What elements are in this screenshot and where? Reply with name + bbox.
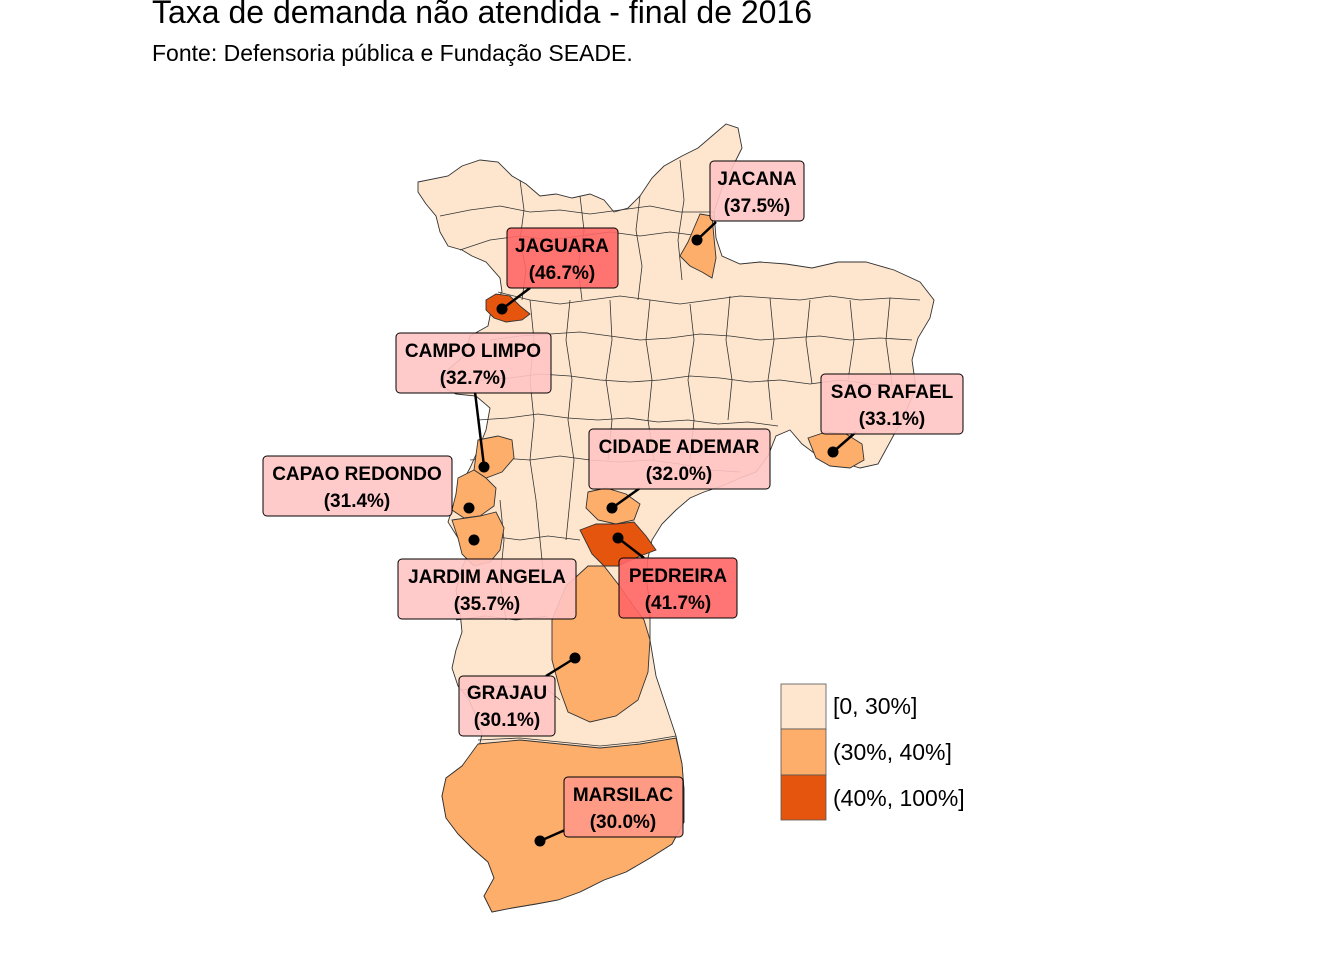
label-value: (31.4%) xyxy=(324,491,391,512)
legend-swatch-mid xyxy=(780,728,827,776)
label-jardim-angela: JARDIM ANGELA (35.7%) xyxy=(397,558,577,620)
label-value: (32.7%) xyxy=(440,368,507,389)
label-name: JARDIM ANGELA xyxy=(408,567,566,588)
label-name: CIDADE ADEMAR xyxy=(599,437,760,458)
district-capao-redondo-area xyxy=(451,469,497,519)
label-name: CAMPO LIMPO xyxy=(405,341,541,362)
label-sao-rafael: SAO RAFAEL (33.1%) xyxy=(820,373,964,435)
label-name: JAGUARA xyxy=(515,236,609,257)
label-value: (37.5%) xyxy=(724,196,791,217)
label-capao-redondo: CAPAO REDONDO (31.4%) xyxy=(262,455,453,517)
label-name: MARSILAC xyxy=(573,785,674,806)
legend-label-mid: (30%, 40%] xyxy=(833,739,952,765)
label-name: JACANA xyxy=(717,169,796,190)
legend-swatch-low xyxy=(780,683,827,730)
label-value: (46.7%) xyxy=(529,263,596,284)
label-cidade-ademar: CIDADE ADEMAR (32.0%) xyxy=(588,428,771,490)
label-value: (30.1%) xyxy=(474,710,541,731)
district-pedreira-area xyxy=(579,521,657,567)
label-name: GRAJAU xyxy=(467,683,547,704)
map-subtitle: Fonte: Defensoria pública e Fundação SEA… xyxy=(152,40,633,66)
label-jaguara: JAGUARA (46.7%) xyxy=(506,227,619,289)
label-marsilac: MARSILAC (30.0%) xyxy=(563,776,684,838)
legend-swatch-high xyxy=(780,774,827,821)
district-points xyxy=(463,234,839,847)
label-value: (33.1%) xyxy=(859,409,926,430)
label-value: (35.7%) xyxy=(454,594,521,615)
label-name: CAPAO REDONDO xyxy=(272,464,442,485)
label-value: (32.0%) xyxy=(646,464,713,485)
legend-label-low: [0, 30%] xyxy=(833,693,917,719)
label-campo-limpo: CAMPO LIMPO (32.7%) xyxy=(395,332,552,394)
label-pedreira: PEDREIRA (41.7%) xyxy=(618,557,738,619)
label-jacana: JACANA (37.5%) xyxy=(709,160,805,222)
map-title: Taxa de demanda não atendida - final de … xyxy=(152,0,813,30)
label-name: PEDREIRA xyxy=(629,566,727,587)
label-value: (41.7%) xyxy=(645,593,712,614)
label-value: (30.0%) xyxy=(590,812,657,833)
legend-label-high: (40%, 100%] xyxy=(833,785,965,811)
label-grajau: GRAJAU (30.1%) xyxy=(458,675,556,737)
district-jaguara-area xyxy=(485,293,531,323)
label-name: SAO RAFAEL xyxy=(831,382,954,403)
legend: [0, 30%] (30%, 40%] (40%, 100%] xyxy=(780,683,965,821)
